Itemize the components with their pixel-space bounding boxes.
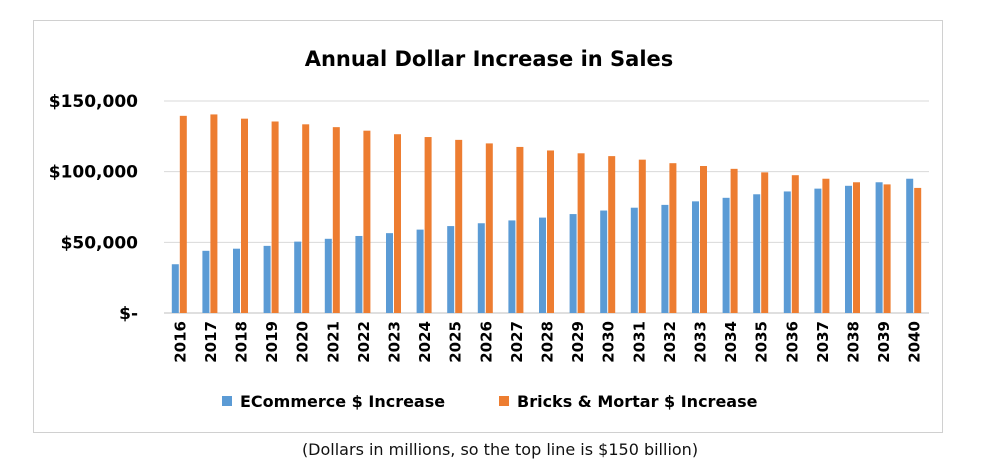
x-tick-label: 2027 <box>508 321 526 363</box>
x-tick-label: 2022 <box>355 321 373 363</box>
ecommerce-bar <box>753 194 761 313</box>
ecommerce-bar <box>263 245 271 313</box>
bricks-mortar-bar <box>363 130 371 313</box>
bricks-mortar-bar <box>730 168 738 313</box>
legend-label-bricks-mortar: Bricks & Mortar $ Increase <box>517 392 758 411</box>
ecommerce-bar <box>508 220 516 313</box>
bricks-mortar-bar <box>179 115 187 313</box>
x-tick-label: 2029 <box>569 321 587 363</box>
ecommerce-bar <box>722 197 730 313</box>
x-tick-label: 2016 <box>171 321 189 363</box>
y-axis-ticks: $- $50,000 $100,000 $150,000 <box>49 92 138 324</box>
x-tick-label: 2020 <box>294 321 312 363</box>
x-tick-label: 2030 <box>600 321 618 363</box>
x-tick-label: 2040 <box>906 321 924 363</box>
bricks-mortar-bar <box>241 118 248 314</box>
ecommerce-bar <box>202 250 210 313</box>
chart-caption: (Dollars in millions, so the top line is… <box>301 440 699 459</box>
ecommerce-bar <box>233 248 240 313</box>
x-tick-label: 2019 <box>263 321 281 363</box>
bricks-mortar-bar <box>455 139 463 313</box>
bricks-mortar-bar <box>638 159 646 313</box>
bricks-mortar-bar <box>210 114 218 313</box>
x-tick-label: 2024 <box>416 321 434 363</box>
x-tick-label: 2021 <box>324 321 342 363</box>
bricks-mortar-bar <box>302 124 310 313</box>
y-tick-label: $100,000 <box>49 163 138 183</box>
x-tick-label: 2025 <box>447 321 465 363</box>
x-tick-label: 2018 <box>233 321 251 363</box>
ecommerce-bar <box>814 188 822 313</box>
ecommerce-bar <box>539 217 546 313</box>
bricks-mortar-bar <box>853 182 860 313</box>
bricks-mortar-bar <box>791 175 799 313</box>
y-tick-label: $50,000 <box>61 233 139 253</box>
ecommerce-bar <box>630 207 638 313</box>
x-tick-label: 2039 <box>875 321 893 363</box>
ecommerce-bar <box>875 182 883 313</box>
bricks-mortar-bar <box>822 178 830 313</box>
bricks-mortar-bar <box>608 156 616 313</box>
ecommerce-bar <box>783 191 791 313</box>
x-axis-ticks: 2016 2017 2018 2019 2020 2021 2022 2023 2024 2025… <box>171 321 923 363</box>
bricks-mortar-bar <box>394 134 401 313</box>
x-tick-label: 2032 <box>661 321 679 363</box>
ecommerce-bar <box>906 178 914 313</box>
ecommerce-bar <box>447 226 455 313</box>
ecommerce-bar <box>477 223 485 313</box>
bricks-mortar-bar <box>547 150 554 313</box>
chart-frame: Annual Dollar Increase in Sales $- $50,00… <box>33 20 943 433</box>
x-tick-label: 2023 <box>386 321 404 363</box>
x-tick-label: 2036 <box>783 321 801 363</box>
bar-chart: Annual Dollar Increase in Sales $- $50,00… <box>49 47 929 411</box>
ecommerce-bar <box>416 229 424 313</box>
bricks-mortar-bar <box>485 143 493 313</box>
x-tick-label: 2017 <box>202 321 220 363</box>
bricks-mortar-bar <box>669 163 677 313</box>
x-tick-label: 2035 <box>753 321 771 363</box>
ecommerce-bar <box>845 185 852 313</box>
bricks-mortar-bar <box>914 187 922 313</box>
ecommerce-bar <box>692 201 699 313</box>
x-tick-label: 2031 <box>630 321 648 363</box>
y-tick-label: $150,000 <box>49 92 138 112</box>
legend-swatch-ecommerce <box>222 396 232 406</box>
ecommerce-bar <box>355 235 363 313</box>
ecommerce-bar <box>324 238 332 313</box>
gridlines <box>164 100 929 314</box>
x-tick-label: 2034 <box>722 321 740 363</box>
legend-label-ecommerce: ECommerce $ Increase <box>240 392 445 411</box>
x-tick-label: 2037 <box>814 321 832 363</box>
ecommerce-bar <box>171 264 179 313</box>
chart-title: Annual Dollar Increase in Sales <box>305 47 674 71</box>
x-tick-label: 2038 <box>845 321 863 363</box>
x-tick-label: 2028 <box>539 321 557 363</box>
ecommerce-bar <box>386 233 393 313</box>
bricks-mortar-bar <box>577 153 585 313</box>
bricks-mortar-bar <box>424 137 432 313</box>
legend: ECommerce $ Increase Bricks & Mortar $ In… <box>222 392 758 411</box>
bricks-mortar-bar <box>271 121 279 313</box>
ecommerce-bar <box>294 241 302 313</box>
bricks-mortar-bar <box>883 184 891 313</box>
ecommerce-bar <box>569 214 577 313</box>
bars <box>171 114 922 314</box>
bricks-mortar-bar <box>700 166 707 313</box>
x-tick-label: 2026 <box>477 321 495 363</box>
y-tick-label: $- <box>119 304 138 324</box>
bricks-mortar-bar <box>332 127 340 313</box>
bricks-mortar-bar <box>516 146 524 313</box>
ecommerce-bar <box>661 204 669 313</box>
ecommerce-bar <box>600 210 608 313</box>
legend-swatch-bricks-mortar <box>499 396 509 406</box>
x-tick-label: 2033 <box>692 321 710 363</box>
bricks-mortar-bar <box>761 172 769 313</box>
